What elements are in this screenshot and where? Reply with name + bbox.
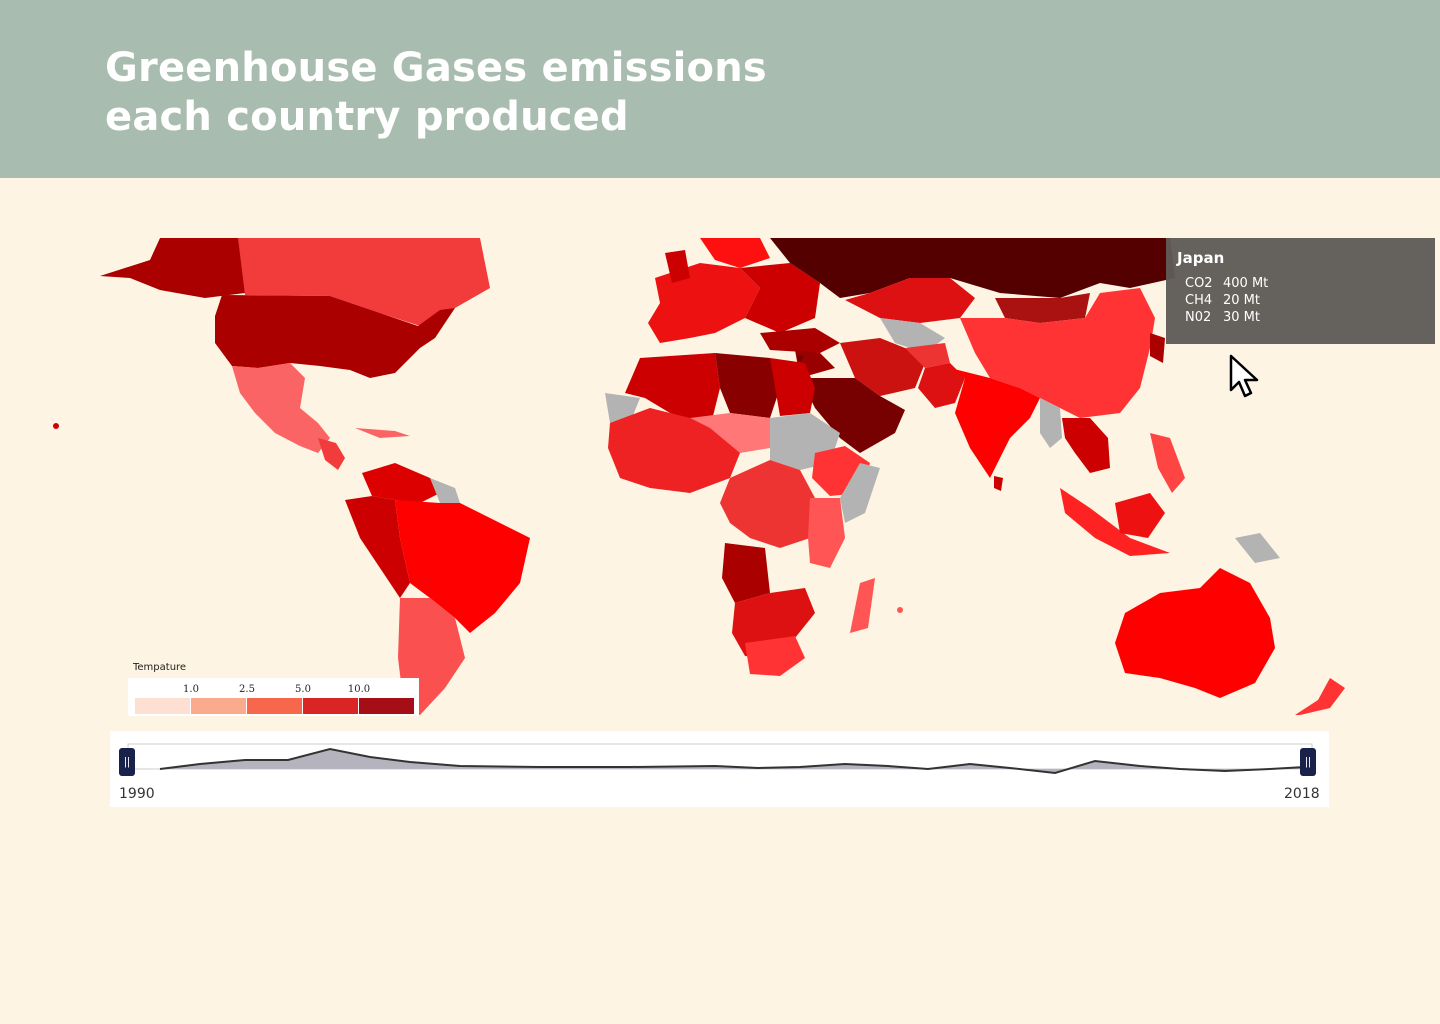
region-india[interactable] [950, 368, 1040, 478]
range-start-handle[interactable]: || [119, 748, 135, 776]
region-korea-japan-area[interactable] [1150, 333, 1165, 363]
tooltip-country-name: Japan [1177, 249, 1225, 267]
region-malaysia-indonesia[interactable] [1060, 488, 1170, 556]
tooltip-gas-value: 20 Mt [1223, 293, 1260, 308]
color-legend: Tempature 1.0 2.5 5.0 10.0 [128, 658, 419, 716]
region-central-asia-nodata[interactable] [880, 318, 945, 353]
header-banner: Greenhouse Gases emissions each country … [0, 0, 1440, 178]
region-west-africa[interactable] [608, 408, 740, 493]
region-hawaii[interactable] [53, 423, 59, 429]
range-start-year: 1990 [119, 786, 155, 802]
timeline-sparkline [127, 743, 1313, 775]
region-philippines[interactable] [1150, 433, 1185, 493]
region-greenland[interactable] [430, 238, 475, 268]
tooltip-gas-value: 30 Mt [1223, 310, 1260, 325]
region-brazil[interactable] [395, 500, 530, 633]
region-scandinavia[interactable] [700, 238, 770, 268]
region-central-america[interactable] [318, 438, 345, 470]
region-peru-bolivia[interactable] [345, 496, 410, 598]
legend-title: Tempature [133, 662, 187, 673]
region-afghanistan[interactable] [905, 343, 950, 368]
region-mali-niger[interactable] [690, 413, 770, 453]
region-australia[interactable] [1115, 568, 1275, 698]
region-canada[interactable] [238, 238, 490, 326]
region-sri-lanka[interactable] [994, 476, 1003, 491]
region-mexico[interactable] [232, 363, 330, 453]
legend-tick: 1.0 [183, 684, 199, 695]
tooltip-gas-label: N02 [1185, 310, 1212, 325]
region-kazakhstan[interactable] [845, 278, 975, 323]
tooltip-gas-value: 400 Mt [1223, 276, 1269, 291]
region-southeast-asia[interactable] [1062, 418, 1110, 473]
tooltip-row: CO2 400 Mt [1185, 276, 1268, 291]
region-egypt[interactable] [770, 358, 815, 416]
region-iran[interactable] [840, 338, 925, 396]
legend-swatch [134, 697, 191, 715]
region-horn-nodata[interactable] [840, 463, 880, 523]
region-papua-nodata[interactable] [1235, 533, 1280, 563]
region-mongolia[interactable] [995, 293, 1090, 323]
legend-tick: 2.5 [239, 684, 255, 695]
title-line-1: Greenhouse Gases emissions [105, 45, 767, 91]
region-caribbean[interactable] [355, 428, 410, 438]
region-madagascar[interactable] [850, 578, 875, 633]
tooltip-gas-label: CO2 [1185, 276, 1213, 291]
legend-swatch [246, 697, 303, 715]
region-central-africa[interactable] [720, 460, 815, 548]
region-china[interactable] [960, 288, 1155, 418]
year-range-slider[interactable]: || || 1990 2018 [110, 731, 1329, 807]
region-morocco-algeria[interactable] [625, 353, 720, 428]
legend-swatch [190, 697, 247, 715]
region-southern-africa[interactable] [732, 588, 815, 658]
region-usa[interactable] [215, 295, 455, 378]
region-myanmar-nodata[interactable] [1040, 398, 1062, 448]
range-end-handle[interactable]: || [1300, 748, 1316, 776]
region-saudi-arabia[interactable] [800, 378, 905, 453]
world-map[interactable] [0, 238, 1440, 715]
region-uk[interactable] [665, 250, 690, 283]
region-libya[interactable] [715, 353, 780, 418]
tooltip-row: CH4 20 Mt [1185, 293, 1260, 308]
tooltip-gas-label: CH4 [1185, 293, 1213, 308]
country-tooltip: Japan CO2 400 Mt CH4 20 Mt N02 30 Mt [1166, 238, 1435, 344]
page-title: Greenhouse Gases emissions each country … [105, 44, 767, 142]
region-east-africa[interactable] [808, 498, 845, 568]
legend-tick: 10.0 [347, 684, 371, 695]
region-mauritius[interactable] [897, 607, 903, 613]
legend-tick: 5.0 [295, 684, 311, 695]
region-colombia-venezuela[interactable] [362, 463, 440, 503]
legend-swatch [302, 697, 359, 715]
region-alaska[interactable] [100, 238, 245, 298]
legend-swatch [358, 697, 415, 715]
world-map-svg[interactable] [0, 238, 1440, 715]
region-qatar[interactable] [797, 355, 803, 361]
region-russia[interactable] [770, 238, 1175, 298]
region-turkey[interactable] [760, 328, 840, 353]
region-western-europe[interactable] [648, 263, 760, 343]
arrow-pointer-icon [1229, 354, 1259, 398]
region-new-zealand[interactable] [1295, 678, 1345, 715]
region-angola[interactable] [722, 543, 770, 603]
region-south-africa[interactable] [745, 636, 805, 676]
range-end-year: 2018 [1284, 786, 1320, 802]
region-guianas[interactable] [430, 478, 460, 503]
region-pakistan[interactable] [918, 363, 965, 408]
tooltip-row: N02 30 Mt [1185, 310, 1260, 325]
region-eastern-europe[interactable] [740, 263, 820, 333]
title-line-2: each country produced [105, 94, 629, 140]
region-borneo[interactable] [1115, 493, 1165, 538]
